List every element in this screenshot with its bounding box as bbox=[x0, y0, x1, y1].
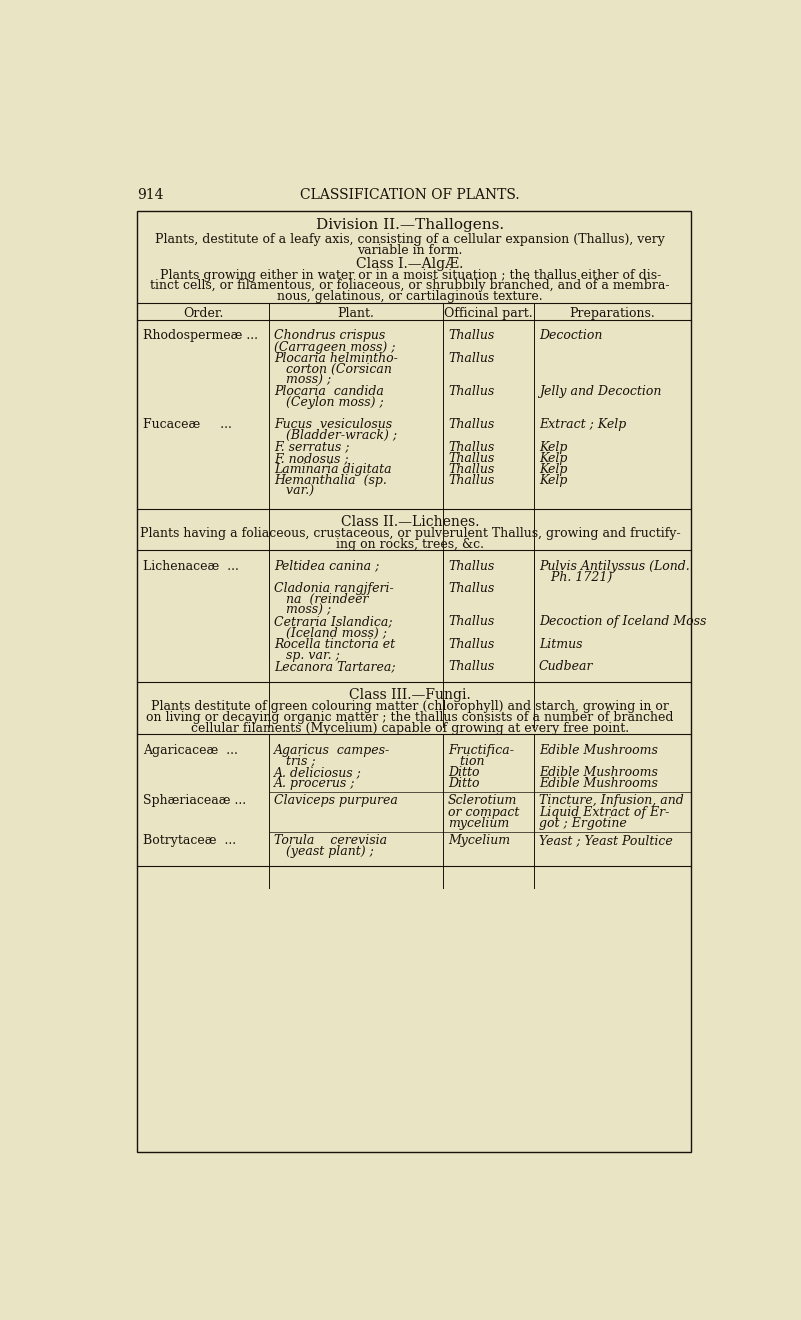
Text: F. nodosus ;: F. nodosus ; bbox=[274, 451, 348, 465]
Text: Plants growing either in water or in a moist situation ; the thallus either of d: Plants growing either in water or in a m… bbox=[159, 268, 661, 281]
Text: Plocaria helmintho-: Plocaria helmintho- bbox=[274, 351, 397, 364]
Text: Thallus: Thallus bbox=[448, 582, 494, 595]
Text: sp. var. ;: sp. var. ; bbox=[274, 649, 340, 661]
Text: corton (Corsican: corton (Corsican bbox=[274, 363, 392, 376]
Text: Cladonia rangjferi-: Cladonia rangjferi- bbox=[274, 582, 393, 595]
Text: Agaricus  campes-: Agaricus campes- bbox=[274, 743, 390, 756]
Bar bbox=[137, 211, 691, 1151]
Text: F. serratus ;: F. serratus ; bbox=[274, 441, 349, 454]
Text: on living or decaying organic matter ; the thallus consists of a number of branc: on living or decaying organic matter ; t… bbox=[147, 711, 674, 725]
Text: Thallus: Thallus bbox=[448, 660, 494, 673]
Text: (Bladder-wrack) ;: (Bladder-wrack) ; bbox=[274, 429, 396, 442]
Text: Plants having a foliaceous, crustaceous, or pulverulent Thallus, growing and fru: Plants having a foliaceous, crustaceous,… bbox=[140, 527, 680, 540]
Text: Thallus: Thallus bbox=[448, 330, 494, 342]
Text: nous, gelatinous, or cartilaginous texture.: nous, gelatinous, or cartilaginous textu… bbox=[277, 290, 543, 304]
Text: got ; Ergotine: got ; Ergotine bbox=[539, 817, 626, 830]
Text: Thallus: Thallus bbox=[448, 351, 494, 364]
Text: Tincture, Infusion, and: Tincture, Infusion, and bbox=[539, 795, 683, 808]
Text: Thallus: Thallus bbox=[448, 615, 494, 628]
Text: variable in form.: variable in form. bbox=[357, 244, 463, 257]
Text: Class I.—AlgÆ.: Class I.—AlgÆ. bbox=[356, 257, 464, 271]
Text: Kelp: Kelp bbox=[539, 451, 567, 465]
Text: Rhodospermeæ ...: Rhodospermeæ ... bbox=[143, 330, 258, 342]
Text: Plocaria  candida: Plocaria candida bbox=[274, 385, 384, 399]
Text: Litmus: Litmus bbox=[539, 638, 582, 651]
Text: Jelly and Decoction: Jelly and Decoction bbox=[539, 385, 661, 399]
Text: tris ;: tris ; bbox=[274, 755, 316, 768]
Text: Chondrus crispus: Chondrus crispus bbox=[274, 330, 385, 342]
Text: Fucus  vesiculosus: Fucus vesiculosus bbox=[274, 418, 392, 432]
Text: Division II.—Thallogens.: Division II.—Thallogens. bbox=[316, 218, 504, 232]
Text: Yeast ; Yeast Poultice: Yeast ; Yeast Poultice bbox=[539, 834, 673, 847]
Text: (Iceland moss) ;: (Iceland moss) ; bbox=[274, 627, 387, 640]
Text: mycelium: mycelium bbox=[448, 817, 509, 830]
Text: Plants, destitute of a leafy axis, consisting of a cellular expansion (Thallus),: Plants, destitute of a leafy axis, consi… bbox=[155, 234, 665, 246]
Text: Laminaria digitata: Laminaria digitata bbox=[274, 463, 392, 477]
Text: or compact: or compact bbox=[448, 805, 520, 818]
Text: Kelp: Kelp bbox=[539, 474, 567, 487]
Text: Pulvis Antilyssus (Lond.: Pulvis Antilyssus (Lond. bbox=[539, 560, 690, 573]
Text: Class III.—Fungi.: Class III.—Fungi. bbox=[349, 688, 471, 702]
Text: (yeast plant) ;: (yeast plant) ; bbox=[274, 845, 373, 858]
Text: Agaricaceæ  ...: Agaricaceæ ... bbox=[143, 743, 238, 756]
Text: moss) ;: moss) ; bbox=[274, 605, 331, 618]
Text: Plant.: Plant. bbox=[337, 308, 374, 319]
Text: Preparations.: Preparations. bbox=[570, 308, 655, 319]
Text: Decoction of Iceland Moss: Decoction of Iceland Moss bbox=[539, 615, 706, 628]
Text: Sclerotium: Sclerotium bbox=[448, 795, 517, 808]
Text: Thallus: Thallus bbox=[448, 638, 494, 651]
Text: Officinal part.: Officinal part. bbox=[444, 308, 533, 319]
Text: Botrytaceæ  ...: Botrytaceæ ... bbox=[143, 834, 235, 847]
Text: Rocella tinctoria et: Rocella tinctoria et bbox=[274, 638, 395, 651]
Text: Class II.—Lichenes.: Class II.—Lichenes. bbox=[341, 515, 479, 529]
Text: Plants destitute of green colouring matter (chlorophyll) and starch, growing in : Plants destitute of green colouring matt… bbox=[151, 701, 669, 714]
Text: CLASSIFICATION OF PLANTS.: CLASSIFICATION OF PLANTS. bbox=[300, 187, 520, 202]
Text: A. deliciosus ;: A. deliciosus ; bbox=[274, 766, 361, 779]
Text: Kelp: Kelp bbox=[539, 463, 567, 477]
Text: var.): var.) bbox=[274, 486, 314, 498]
Text: Edible Mushrooms: Edible Mushrooms bbox=[539, 743, 658, 756]
Text: (Ceylon moss) ;: (Ceylon moss) ; bbox=[274, 396, 384, 409]
Text: ing on rocks, trees, &c.: ing on rocks, trees, &c. bbox=[336, 539, 484, 550]
Text: Mycelium: Mycelium bbox=[448, 834, 510, 847]
Text: Thallus: Thallus bbox=[448, 441, 494, 454]
Text: Thallus: Thallus bbox=[448, 474, 494, 487]
Text: Torula    cerevisia: Torula cerevisia bbox=[274, 834, 387, 847]
Text: Sphæriaceaæ ...: Sphæriaceaæ ... bbox=[143, 795, 246, 808]
Text: Liquid Extract of Er-: Liquid Extract of Er- bbox=[539, 805, 669, 818]
Text: Edible Mushrooms: Edible Mushrooms bbox=[539, 766, 658, 779]
Text: Ditto: Ditto bbox=[448, 777, 480, 791]
Text: (Carrageen moss) ;: (Carrageen moss) ; bbox=[274, 341, 395, 354]
Text: Ditto: Ditto bbox=[448, 766, 480, 779]
Text: tion: tion bbox=[448, 755, 485, 768]
Text: tinct cells, or filamentous, or foliaceous, or shrubbily branched, and of a memb: tinct cells, or filamentous, or foliaceo… bbox=[151, 280, 670, 292]
Text: Fucaceæ     ...: Fucaceæ ... bbox=[143, 418, 231, 432]
Text: Lichenaceæ  ...: Lichenaceæ ... bbox=[143, 560, 239, 573]
Text: Thallus: Thallus bbox=[448, 418, 494, 432]
Text: Lecanora Tartarea;: Lecanora Tartarea; bbox=[274, 660, 396, 673]
Text: Cudbear: Cudbear bbox=[539, 660, 594, 673]
Text: moss) ;: moss) ; bbox=[274, 374, 331, 387]
Text: Extract ; Kelp: Extract ; Kelp bbox=[539, 418, 626, 432]
Text: Thallus: Thallus bbox=[448, 463, 494, 477]
Text: Peltidea canina ;: Peltidea canina ; bbox=[274, 560, 379, 573]
Text: na  (reindeer: na (reindeer bbox=[274, 593, 368, 606]
Text: Order.: Order. bbox=[183, 308, 223, 319]
Text: Fructifica-: Fructifica- bbox=[448, 743, 514, 756]
Text: Thallus: Thallus bbox=[448, 451, 494, 465]
Text: A. procerus ;: A. procerus ; bbox=[274, 777, 355, 791]
Text: Cetraria Islandica;: Cetraria Islandica; bbox=[274, 615, 392, 628]
Text: Decoction: Decoction bbox=[539, 330, 602, 342]
Text: Thallus: Thallus bbox=[448, 385, 494, 399]
Text: cellular filaments (Mycelium) capable of growing at every free point.: cellular filaments (Mycelium) capable of… bbox=[191, 722, 630, 735]
Text: Claviceps purpurea: Claviceps purpurea bbox=[274, 795, 397, 808]
Text: Edible Mushrooms: Edible Mushrooms bbox=[539, 777, 658, 791]
Text: Ph. 1721): Ph. 1721) bbox=[539, 570, 612, 583]
Text: Kelp: Kelp bbox=[539, 441, 567, 454]
Text: 914: 914 bbox=[137, 187, 164, 202]
Text: Thallus: Thallus bbox=[448, 560, 494, 573]
Text: Hemanthalia  (sp.: Hemanthalia (sp. bbox=[274, 474, 387, 487]
